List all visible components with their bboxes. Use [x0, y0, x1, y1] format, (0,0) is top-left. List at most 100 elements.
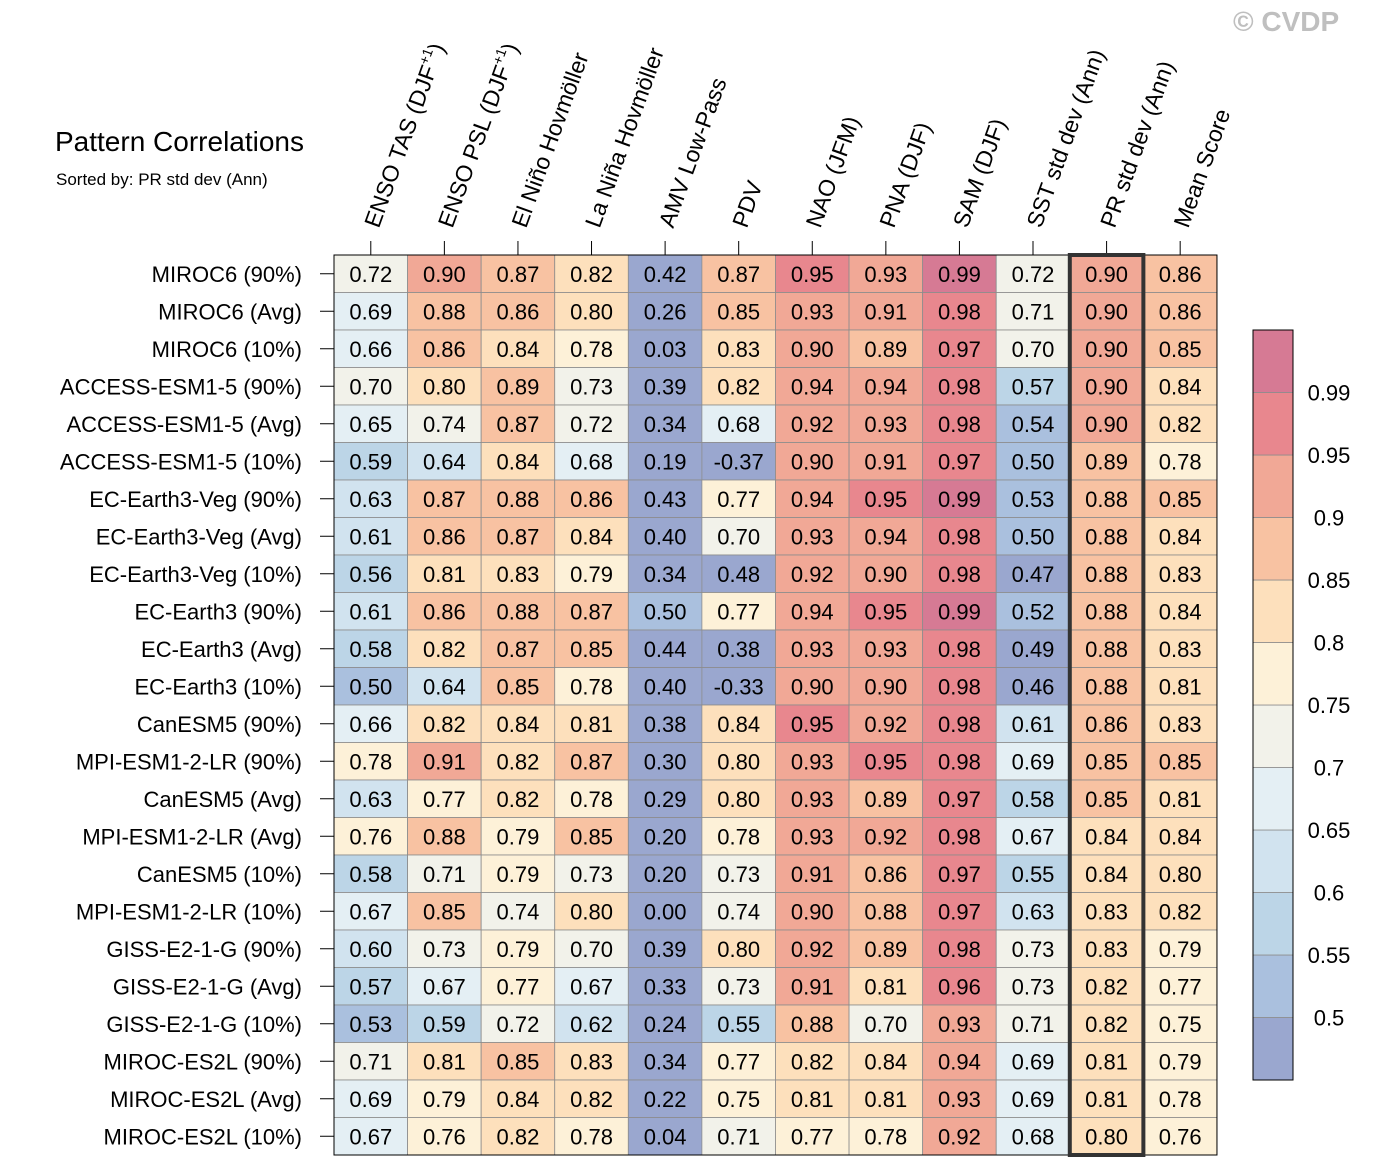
heatmap-cell [554, 517, 629, 556]
cell-value-label: 0.81 [570, 712, 613, 737]
heatmap-cell [848, 892, 924, 931]
heatmap-cell [333, 742, 408, 781]
cell-value-label: -0.33 [714, 674, 764, 699]
heatmap-cell [480, 779, 556, 818]
heatmap-cell [333, 292, 408, 331]
cell-value-label: 0.94 [791, 487, 834, 512]
cell-value-label: 0.94 [938, 1049, 981, 1074]
row-label: GISS-E2-1-G (90%) [106, 937, 302, 962]
cell-value-label: 0.88 [1085, 524, 1128, 549]
colorbar-border [1252, 329, 1294, 1081]
heatmap-cell [333, 554, 408, 593]
cell-value-label: 0.38 [717, 637, 760, 662]
cell-value-label: 0.95 [864, 599, 907, 624]
cell-value-label: 0.34 [644, 562, 687, 587]
cell-value-label: 0.81 [864, 1087, 907, 1112]
cell-value-label: 0.82 [791, 1049, 834, 1074]
heatmap-cell [480, 629, 556, 668]
colorbar-tick-label: 0.8 [1314, 631, 1345, 656]
cell-value-label: 0.69 [349, 1087, 392, 1112]
cell-value-label: 0.91 [791, 862, 834, 887]
heatmap-cell [995, 442, 1071, 481]
heatmap-cell [848, 404, 924, 443]
heatmap-cell [1069, 704, 1144, 743]
heatmap-cell [922, 667, 997, 706]
cell-value-label: 0.81 [423, 1049, 466, 1074]
row-label: CanESM5 (90%) [137, 712, 302, 737]
cell-value-label: 0.80 [1085, 1124, 1128, 1149]
heatmap-cell [1142, 854, 1218, 893]
cell-value-label: 0.49 [1012, 637, 1055, 662]
heatmap-cell [627, 517, 703, 556]
cell-value-label: 0.94 [791, 599, 834, 624]
cell-value-label: 0.83 [1085, 899, 1128, 924]
heatmap-cell [922, 892, 997, 931]
row-label: EC-Earth3-Veg (90%) [89, 487, 302, 512]
cell-value-label: 0.89 [1085, 449, 1128, 474]
heatmap-cell [701, 854, 776, 893]
heatmap-cell [1069, 1117, 1144, 1156]
cell-value-label: 0.95 [791, 712, 834, 737]
heatmap-cell [554, 817, 629, 856]
colorbar-swatch [1252, 329, 1294, 393]
cell-value-label: 0.70 [864, 1012, 907, 1037]
heatmap-cell [1142, 329, 1218, 368]
heatmap-cell [480, 892, 556, 931]
cell-value-label: 0.76 [423, 1124, 466, 1149]
heatmap-cell [333, 817, 408, 856]
cell-value-label: 0.58 [349, 637, 392, 662]
heatmap-cell [775, 1079, 850, 1118]
heatmap-cell [995, 854, 1071, 893]
heatmap-cell [554, 329, 629, 368]
column-label-text: AMV Low-Pass [653, 74, 731, 231]
cell-value-label: 0.93 [791, 299, 834, 324]
cell-value-label: 0.82 [497, 749, 540, 774]
row-label: MIROC6 (Avg) [158, 299, 302, 324]
row-label: GISS-E2-1-G (Avg) [113, 974, 302, 999]
cell-value-label: 0.95 [864, 749, 907, 774]
heatmap-cell [701, 1004, 776, 1043]
heatmap-cell [922, 292, 997, 331]
heatmap-cell [627, 1042, 703, 1081]
cell-value-label: 0.88 [423, 824, 466, 849]
heatmap-cell [775, 629, 850, 668]
cell-value-label: 0.84 [570, 524, 613, 549]
colorbar-swatch [1252, 454, 1294, 518]
cell-value-label: 0.63 [349, 487, 392, 512]
cell-value-label: 0.97 [938, 337, 981, 362]
cell-value-label: -0.37 [714, 449, 764, 474]
row-label: MIROC6 (90%) [152, 262, 302, 287]
cell-value-label: 0.98 [938, 637, 981, 662]
heatmap-cell [333, 367, 408, 406]
heatmap-cell [1069, 967, 1144, 1006]
row-label: EC-Earth3-Veg (Avg) [96, 524, 302, 549]
column-label: PDV [727, 177, 768, 231]
heatmap-cell [480, 367, 556, 406]
row-label: MIROC-ES2L (Avg) [110, 1087, 302, 1112]
heatmap-cell [775, 442, 850, 481]
cell-value-label: 0.79 [1159, 1049, 1202, 1074]
cell-value-label: 0.85 [1159, 337, 1202, 362]
heatmap-cell [627, 479, 703, 518]
heatmap-cell [995, 1004, 1071, 1043]
cell-value-label: 0.75 [717, 1087, 760, 1112]
heatmap-cell [848, 517, 924, 556]
cell-value-label: 0.58 [349, 862, 392, 887]
colorbar-swatch [1252, 829, 1294, 893]
heatmap-cell [627, 779, 703, 818]
cell-value-label: 0.90 [791, 337, 834, 362]
heatmap-cell [627, 442, 703, 481]
highlighted-column-box [1067, 253, 1146, 1157]
cell-value-label: 0.83 [717, 337, 760, 362]
cell-value-label: 0.78 [1159, 1087, 1202, 1112]
cell-value-label: 0.84 [497, 712, 540, 737]
cell-value-label: 0.85 [497, 674, 540, 699]
heatmap-cell [627, 704, 703, 743]
cell-value-label: 0.77 [1159, 974, 1202, 999]
heatmap-cell [995, 1117, 1071, 1156]
cell-value-label: 0.88 [1085, 599, 1128, 624]
heatmap-cell [701, 292, 776, 331]
cell-value-label: 0.64 [423, 449, 466, 474]
heatmap-cell [995, 592, 1071, 631]
cell-value-label: 0.55 [1012, 862, 1055, 887]
